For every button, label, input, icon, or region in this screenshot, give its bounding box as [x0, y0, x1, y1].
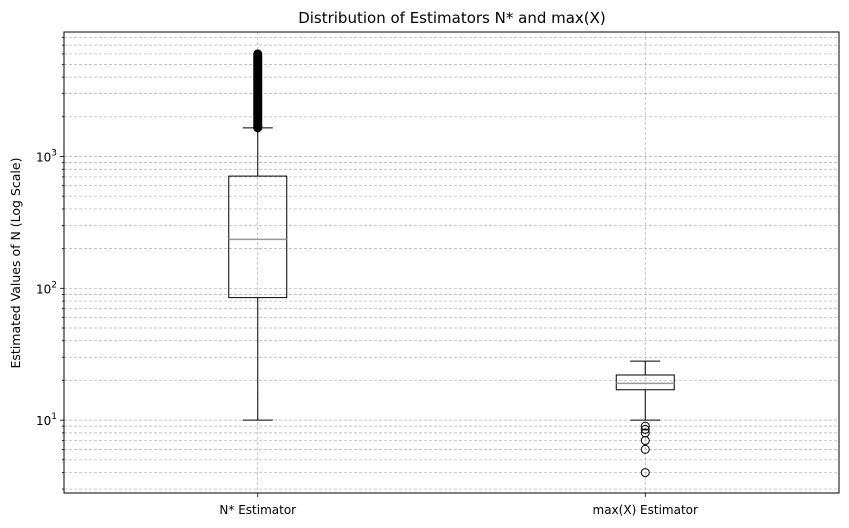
outlier-point	[640, 444, 650, 454]
box-iqr	[615, 374, 675, 391]
box-1	[615, 360, 675, 478]
y-tick-exponent: 2	[51, 280, 57, 290]
box-0	[228, 49, 288, 421]
y-tick-base: 10	[36, 414, 51, 428]
y-tick-base: 10	[36, 150, 51, 164]
chart-title: Distribution of Estimators N* and max(X)	[298, 9, 606, 27]
y-tick-label: 101	[36, 412, 57, 428]
y-tick-label: 102	[36, 280, 57, 296]
boxes-group	[228, 49, 675, 478]
x-tick-label: max(X) Estimator	[593, 503, 699, 517]
grid-lines	[64, 32, 839, 493]
plot-frame	[63, 31, 840, 494]
x-tick-label: N* Estimator	[219, 503, 296, 517]
box-iqr	[228, 175, 288, 299]
outlier-point	[253, 49, 263, 59]
y-tick-exponent: 3	[51, 148, 57, 158]
y-tick-base: 10	[36, 282, 51, 296]
y-tick-label: 103	[36, 148, 57, 164]
outlier-point	[640, 468, 650, 478]
outlier-point	[640, 436, 650, 446]
outlier-point	[640, 424, 650, 434]
y-tick-exponent: 1	[51, 412, 57, 422]
outlier-point	[640, 421, 650, 431]
y-axis-label: Estimated Values of N (Log Scale)	[8, 158, 23, 369]
